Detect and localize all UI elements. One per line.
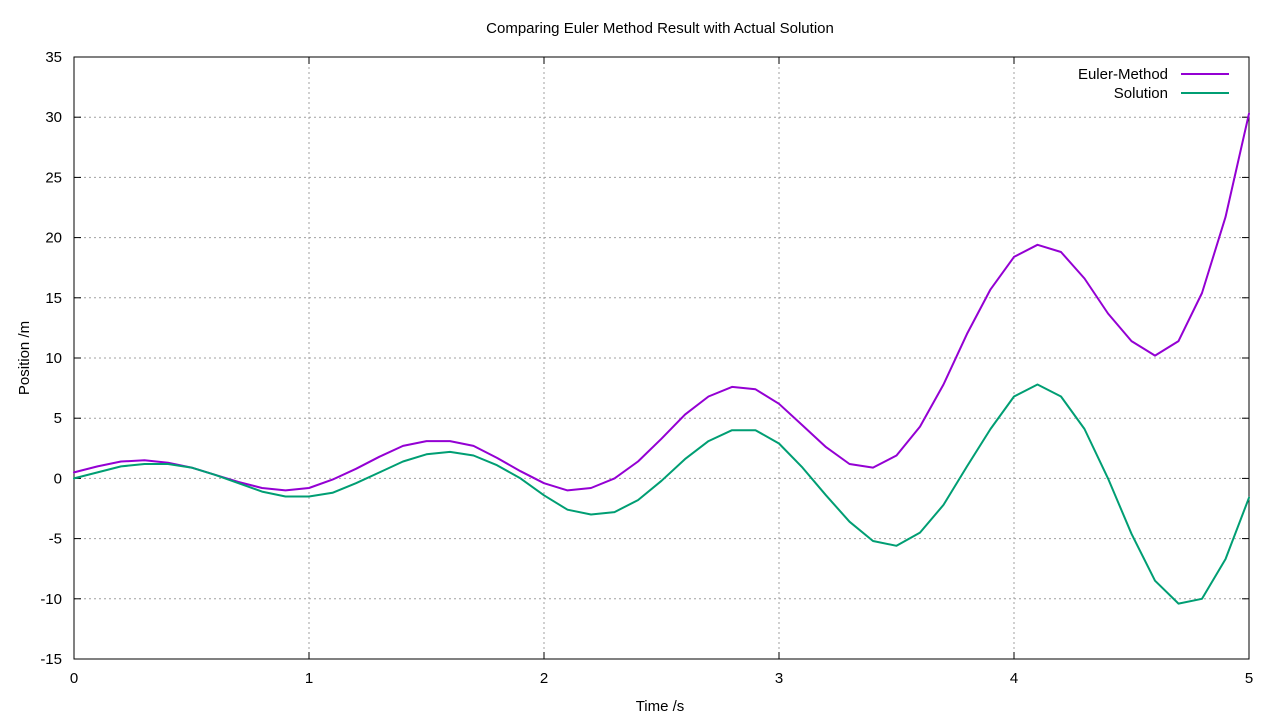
y-tick-label: 30 (45, 109, 62, 126)
legend-label-euler-method: Euler-Method (1078, 66, 1168, 83)
y-tick-labels: -15 -10 -5 0 5 10 15 20 25 30 35 (40, 49, 62, 668)
y-tick-label: -10 (40, 591, 62, 608)
x-tick-label: 3 (775, 670, 783, 687)
y-tick-label: 0 (54, 470, 62, 487)
x-axis-label: Time /s (636, 698, 685, 715)
y-tick-label: 5 (54, 410, 62, 427)
series-line-euler-method (73, 112, 1250, 492)
y-tick-label: 25 (45, 169, 62, 186)
grid-lines (74, 57, 1249, 659)
y-tick-label: 35 (45, 49, 62, 66)
legend-label-solution: Solution (1114, 85, 1168, 102)
x-tick-label: 1 (305, 670, 313, 687)
x-tick-labels: 0 1 2 3 4 5 (70, 670, 1253, 687)
series-line-solution (73, 383, 1250, 605)
series-lines (73, 112, 1250, 605)
y-tick-label: -15 (40, 651, 62, 668)
y-tick-label: -5 (49, 531, 62, 548)
legend: Euler-Method Solution (1078, 66, 1229, 102)
axis-ticks (73, 56, 1250, 660)
x-tick-label: 2 (540, 670, 548, 687)
y-axis-label: Position /m (16, 321, 33, 395)
y-tick-label: 10 (45, 350, 62, 367)
y-tick-label: 20 (45, 230, 62, 247)
x-tick-label: 0 (70, 670, 78, 687)
x-tick-label: 5 (1245, 670, 1253, 687)
chart-title: Comparing Euler Method Result with Actua… (486, 20, 834, 37)
x-tick-label: 4 (1010, 670, 1018, 687)
y-tick-label: 15 (45, 290, 62, 307)
